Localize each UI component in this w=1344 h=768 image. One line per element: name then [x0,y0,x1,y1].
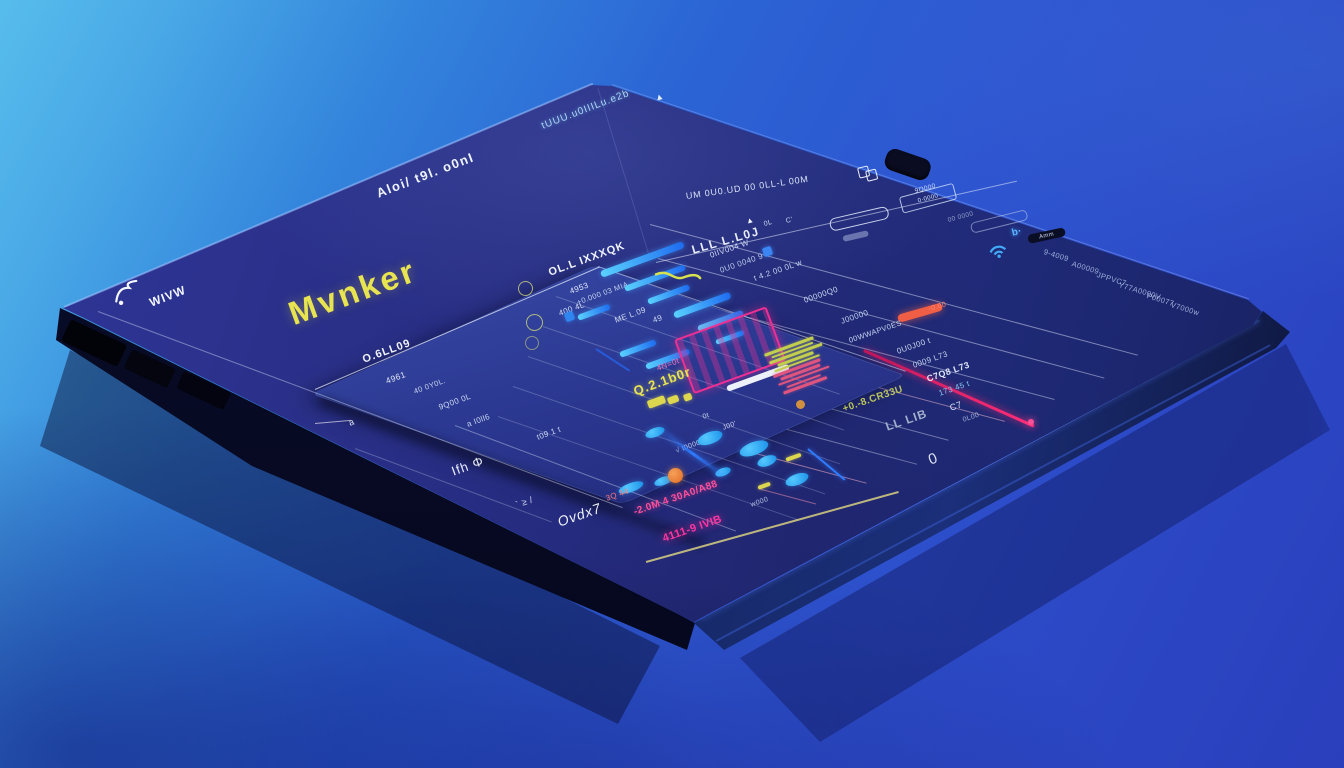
orange-dot [796,400,805,409]
orange-dot [668,468,683,483]
logo-mark-icon [106,274,151,316]
red-glow-tip [1028,419,1034,425]
black-pill-label: Amm [1038,231,1055,241]
yellow-swoosh-icon [652,264,703,293]
wifi-icon [986,238,1014,265]
